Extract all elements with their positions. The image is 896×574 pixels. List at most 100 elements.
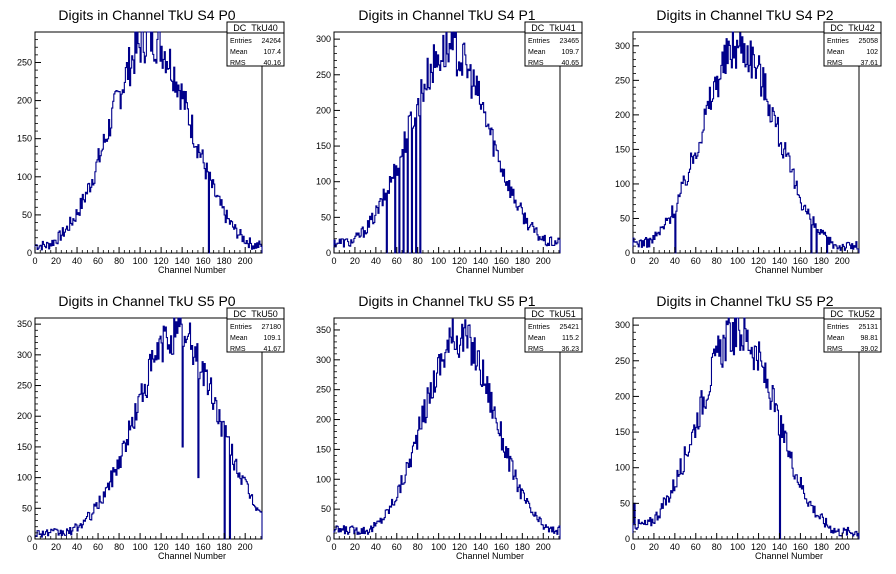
plot-frame bbox=[333, 317, 561, 540]
y-tick-label: 300 bbox=[316, 355, 331, 365]
histogram-panel: Digits in Channel TkU S4 P00501001502002… bbox=[17, 7, 285, 275]
y-tick-label: 100 bbox=[316, 177, 331, 187]
x-tick-label: 0 bbox=[331, 256, 336, 266]
x-axis-label: Channel Number bbox=[158, 551, 226, 561]
x-tick-label: 0 bbox=[32, 256, 37, 266]
x-tick-label: 120 bbox=[452, 256, 467, 266]
stats-name: DC_TkU52 bbox=[830, 309, 875, 319]
x-tick-label: 60 bbox=[93, 542, 103, 552]
stats-value: 98.81 bbox=[860, 335, 878, 342]
y-tick-label: 350 bbox=[17, 319, 32, 329]
x-tick-label: 140 bbox=[175, 542, 190, 552]
histogram-panel: Digits in Channel TkU S5 P00501001502002… bbox=[17, 293, 285, 561]
y-tick-label: 0 bbox=[625, 534, 630, 544]
x-tick-label: 140 bbox=[772, 542, 787, 552]
x-axis-label: Channel Number bbox=[456, 551, 524, 561]
y-tick-label: 150 bbox=[17, 134, 32, 144]
y-tick-label: 50 bbox=[321, 212, 331, 222]
x-tick-label: 120 bbox=[154, 256, 169, 266]
y-tick-label: 300 bbox=[17, 350, 32, 360]
stats-label: Mean bbox=[827, 49, 845, 56]
stats-name: DC_TkU51 bbox=[531, 309, 576, 319]
x-tick-label: 180 bbox=[814, 542, 829, 552]
stats-box bbox=[823, 307, 882, 353]
x-tick-label: 200 bbox=[238, 256, 253, 266]
stats-value: 40.65 bbox=[561, 60, 579, 67]
panel-title: Digits in Channel TkU S5 P0 bbox=[58, 293, 235, 309]
stats-value: 27180 bbox=[262, 324, 282, 331]
x-tick-label: 180 bbox=[217, 256, 232, 266]
x-tick-label: 40 bbox=[670, 256, 680, 266]
histogram-series bbox=[34, 317, 263, 540]
y-tick-label: 150 bbox=[316, 141, 331, 151]
stats-label: Mean bbox=[230, 335, 248, 342]
stats-label: Entries bbox=[230, 324, 252, 331]
stats-box bbox=[524, 307, 583, 353]
x-tick-label: 60 bbox=[93, 256, 103, 266]
x-tick-label: 0 bbox=[331, 542, 336, 552]
histogram-panel: Digits in Channel TkU S5 P20501001502002… bbox=[615, 293, 882, 561]
x-tick-label: 180 bbox=[814, 256, 829, 266]
x-tick-label: 40 bbox=[72, 542, 82, 552]
y-tick-label: 150 bbox=[615, 144, 630, 154]
x-tick-label: 60 bbox=[691, 542, 701, 552]
x-tick-label: 180 bbox=[515, 542, 530, 552]
x-tick-label: 100 bbox=[730, 542, 745, 552]
y-tick-label: 200 bbox=[17, 96, 32, 106]
stats-label: Entries bbox=[827, 324, 849, 331]
x-axis-label: Channel Number bbox=[456, 265, 524, 275]
stats-name: DC_TkU42 bbox=[830, 23, 875, 33]
x-tick-label: 100 bbox=[133, 256, 148, 266]
stats-value: 41.67 bbox=[263, 346, 281, 353]
histogram-series bbox=[333, 31, 561, 254]
stats-value: 109.1 bbox=[263, 335, 281, 342]
x-tick-label: 80 bbox=[413, 256, 423, 266]
x-tick-label: 180 bbox=[515, 256, 530, 266]
y-tick-label: 300 bbox=[615, 320, 630, 330]
x-tick-label: 60 bbox=[392, 542, 402, 552]
x-tick-label: 200 bbox=[536, 542, 551, 552]
y-tick-label: 200 bbox=[316, 105, 331, 115]
x-axis-label: Channel Number bbox=[755, 551, 823, 561]
x-tick-label: 100 bbox=[431, 256, 446, 266]
x-tick-label: 20 bbox=[51, 256, 61, 266]
plot-frame bbox=[632, 31, 860, 254]
x-tick-label: 120 bbox=[452, 542, 467, 552]
x-tick-label: 200 bbox=[835, 542, 850, 552]
x-tick-label: 160 bbox=[494, 256, 509, 266]
stats-name: DC_TkU40 bbox=[233, 23, 278, 33]
x-tick-label: 20 bbox=[649, 256, 659, 266]
stats-value: 109.7 bbox=[561, 49, 579, 56]
x-tick-label: 40 bbox=[371, 542, 381, 552]
x-tick-label: 160 bbox=[793, 542, 808, 552]
stats-box bbox=[226, 21, 285, 67]
stats-label: RMS bbox=[230, 60, 246, 67]
y-tick-label: 250 bbox=[17, 57, 32, 67]
y-tick-label: 350 bbox=[316, 325, 331, 335]
x-tick-label: 120 bbox=[751, 256, 766, 266]
x-tick-label: 60 bbox=[392, 256, 402, 266]
stats-label: Entries bbox=[528, 38, 550, 45]
stats-value: 24264 bbox=[262, 38, 282, 45]
y-tick-label: 150 bbox=[17, 442, 32, 452]
x-tick-label: 0 bbox=[630, 542, 635, 552]
x-tick-label: 180 bbox=[217, 542, 232, 552]
x-tick-label: 80 bbox=[712, 256, 722, 266]
stats-value: 25131 bbox=[859, 324, 879, 331]
plot-frame bbox=[632, 317, 860, 540]
histogram-panel: Digits in Channel TkU S4 P20501001502002… bbox=[615, 7, 882, 275]
histogram-panel: Digits in Channel TkU S5 P10501001502002… bbox=[316, 293, 583, 561]
y-tick-label: 250 bbox=[615, 356, 630, 366]
x-tick-label: 120 bbox=[751, 542, 766, 552]
x-tick-label: 160 bbox=[494, 542, 509, 552]
stats-value: 115.2 bbox=[562, 335, 579, 342]
x-tick-label: 200 bbox=[536, 256, 551, 266]
x-tick-label: 0 bbox=[32, 542, 37, 552]
x-tick-label: 120 bbox=[154, 542, 169, 552]
y-tick-label: 200 bbox=[17, 411, 32, 421]
stats-box bbox=[226, 307, 285, 353]
y-tick-label: 200 bbox=[615, 110, 630, 120]
stats-name: DC_TkU50 bbox=[233, 309, 278, 319]
y-tick-label: 300 bbox=[316, 34, 331, 44]
